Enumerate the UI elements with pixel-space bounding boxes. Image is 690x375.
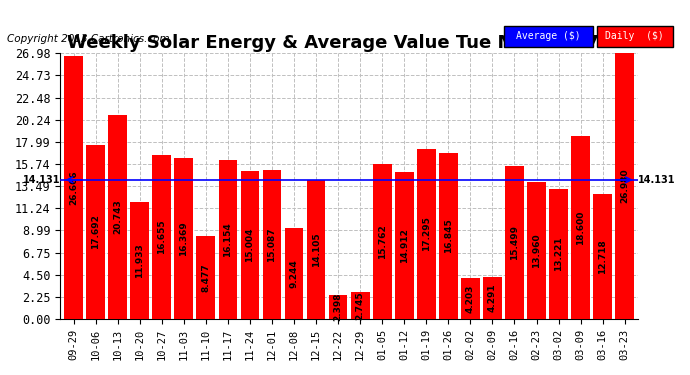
Text: 16.655: 16.655 [157,220,166,254]
Bar [86,145,105,319]
Bar [152,155,171,319]
Text: 13.221: 13.221 [554,237,563,271]
Text: 9.244: 9.244 [290,259,299,288]
Bar [571,136,590,319]
Text: 12.718: 12.718 [598,239,607,274]
Bar [175,158,193,319]
Text: 14.105: 14.105 [312,232,321,267]
Text: 14.131: 14.131 [638,175,675,185]
Bar [263,171,282,319]
Text: 11.933: 11.933 [135,243,144,278]
Bar [461,278,480,319]
Text: 4.291: 4.291 [488,284,497,312]
Text: 16.845: 16.845 [444,219,453,254]
Text: 16.369: 16.369 [179,221,188,256]
Bar [373,164,391,319]
Bar [439,153,457,319]
Bar [593,194,612,319]
Text: Copyright 2013 Cartronics.com: Copyright 2013 Cartronics.com [7,34,170,44]
Text: 14.131: 14.131 [23,175,61,185]
Bar [505,166,524,319]
Text: 26.980: 26.980 [620,169,629,204]
Text: 18.600: 18.600 [576,210,585,244]
Text: 15.004: 15.004 [246,228,255,262]
Text: 4.203: 4.203 [466,284,475,312]
Bar [417,149,435,319]
Text: 2.745: 2.745 [355,291,364,320]
Text: Daily  ($): Daily ($) [605,32,664,41]
Text: 15.087: 15.087 [268,227,277,262]
Bar [64,56,83,319]
Bar [130,201,149,319]
Bar [108,115,127,319]
Bar [328,296,348,319]
Bar [351,292,370,319]
Bar [483,277,502,319]
Text: 2.398: 2.398 [333,293,343,321]
Text: 17.295: 17.295 [422,216,431,251]
Text: 15.762: 15.762 [377,224,386,259]
Text: 17.692: 17.692 [91,214,100,249]
Bar [549,189,568,319]
Bar [395,172,413,319]
Bar [197,236,215,319]
Bar [306,180,326,319]
Bar [615,53,634,319]
Text: 26.666: 26.666 [69,170,78,205]
Text: 16.154: 16.154 [224,222,233,257]
Title: Weekly Solar Energy & Average Value Tue Mar 26 07:00: Weekly Solar Energy & Average Value Tue … [67,34,631,52]
Bar [219,160,237,319]
Bar [527,182,546,319]
Text: 13.960: 13.960 [532,233,541,268]
Bar [285,228,304,319]
Text: 15.499: 15.499 [510,225,519,260]
Text: 20.743: 20.743 [113,200,122,234]
Text: 8.477: 8.477 [201,263,210,292]
Text: 14.912: 14.912 [400,228,408,263]
Bar [241,171,259,319]
Text: Average ($): Average ($) [516,32,581,41]
